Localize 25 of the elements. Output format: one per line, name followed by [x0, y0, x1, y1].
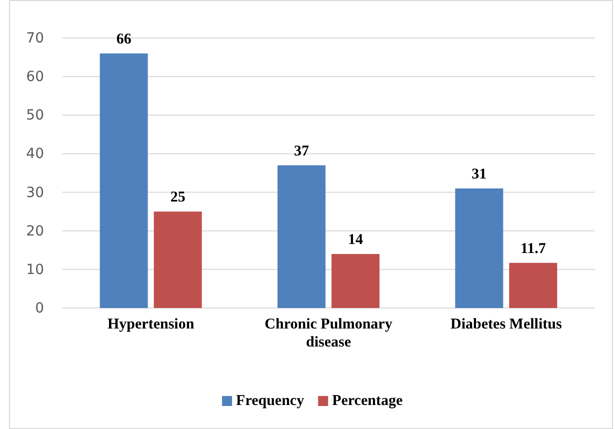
- legend-label: Percentage: [332, 393, 403, 409]
- y-tick-label: 0: [35, 300, 44, 316]
- bar: [154, 212, 202, 308]
- x-tick-label: Diabetes Mellitus: [450, 316, 562, 333]
- bar: [332, 254, 380, 308]
- legend-label: Frequency: [236, 393, 305, 409]
- data-label: 37: [294, 143, 310, 160]
- y-tick-label: 50: [26, 108, 44, 124]
- y-tick-label: 20: [26, 223, 44, 240]
- y-tick-label: 70: [26, 30, 44, 46]
- data-label: 14: [348, 232, 364, 248]
- x-tick-label: Chronic Pulmonary disease: [264, 316, 393, 351]
- x-tick-label: Hypertension: [107, 316, 195, 333]
- data-label: 11.7: [520, 240, 546, 257]
- y-tick-label: 10: [26, 262, 44, 278]
- bar: [278, 165, 326, 308]
- data-label: 66: [116, 31, 132, 48]
- bar: [509, 262, 558, 308]
- bar: [455, 188, 504, 308]
- y-tick-label: 40: [26, 146, 44, 162]
- y-tick-label: 30: [26, 184, 44, 201]
- data-label: 31: [472, 166, 487, 182]
- data-label: 25: [170, 190, 186, 206]
- y-tick-label: 60: [26, 69, 44, 86]
- bar: [100, 53, 148, 308]
